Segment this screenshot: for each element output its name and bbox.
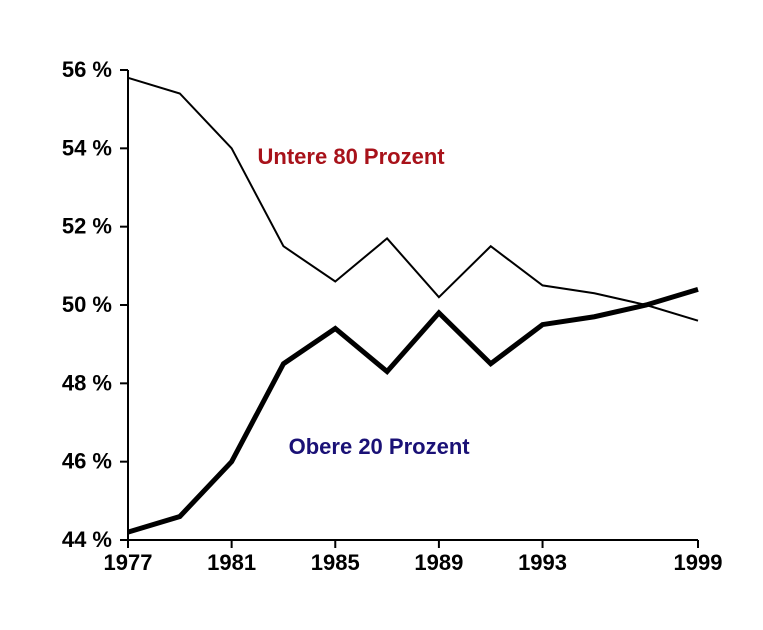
y-tick-label: 46 % bbox=[62, 449, 112, 474]
x-tick-label: 1977 bbox=[104, 550, 153, 575]
y-tick-label: 54 % bbox=[62, 135, 112, 160]
y-tick-label: 48 % bbox=[62, 370, 112, 395]
income-share-line-chart: 1977 1981 1985 1989 1993 1999 44 % 46 % 48 % 50 … bbox=[0, 0, 763, 630]
x-tick-label: 1999 bbox=[674, 550, 723, 575]
y-tick-label: 44 % bbox=[62, 527, 112, 552]
y-tick-label: 52 % bbox=[62, 214, 112, 239]
x-tick-label: 1985 bbox=[311, 550, 360, 575]
series-label-untere80: Untere 80 Prozent bbox=[258, 144, 446, 169]
chart-svg: 1977 1981 1985 1989 1993 1999 44 % 46 % 48 % 50 … bbox=[0, 0, 763, 630]
x-tick-label: 1989 bbox=[414, 550, 463, 575]
x-tick-label: 1981 bbox=[207, 550, 256, 575]
chart-background bbox=[0, 0, 763, 630]
x-tick-label: 1993 bbox=[518, 550, 567, 575]
y-tick-label: 56 % bbox=[62, 57, 112, 82]
series-label-obere20: Obere 20 Prozent bbox=[289, 434, 471, 459]
y-tick-label: 50 % bbox=[62, 292, 112, 317]
